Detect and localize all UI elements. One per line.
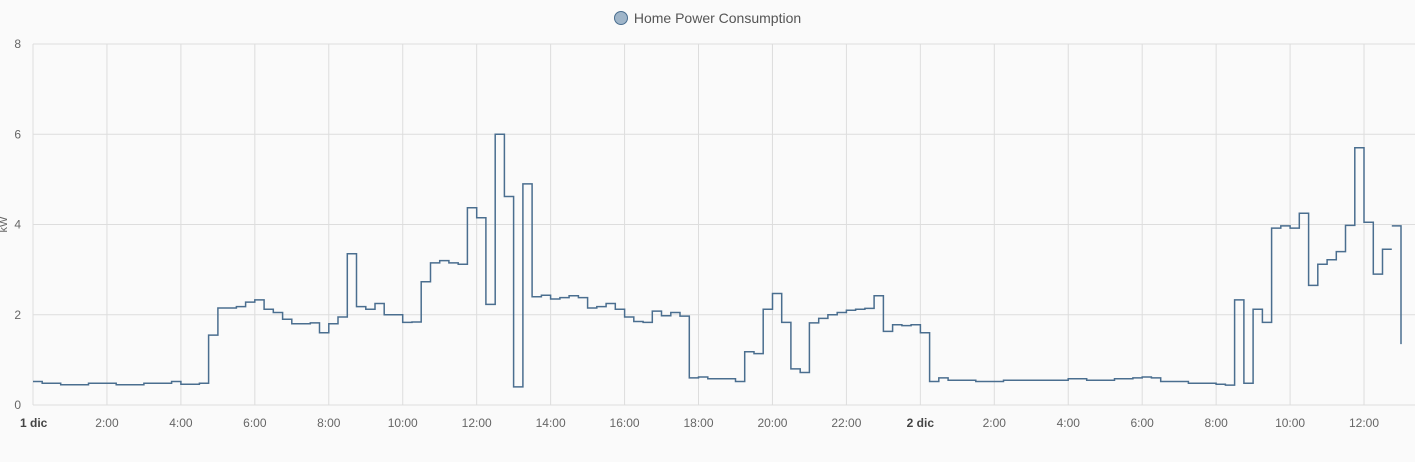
- x-tick-label: 8:00: [1204, 416, 1228, 430]
- x-tick-label: 20:00: [757, 416, 787, 430]
- series-lines: [33, 133, 1402, 388]
- x-tick-label: 2:00: [983, 416, 1007, 430]
- x-tick-label: 6:00: [243, 416, 267, 430]
- y-tick-label: 0: [14, 398, 21, 412]
- legend-label: Home Power Consumption: [633, 10, 802, 26]
- x-tick-label: 10:00: [388, 416, 418, 430]
- x-tick-label: 2 dic: [907, 416, 935, 430]
- y-axis-title: kW: [0, 216, 10, 233]
- x-tick-label: 14:00: [536, 416, 566, 430]
- x-tick-label: 8:00: [317, 416, 341, 430]
- x-tick-label: 10:00: [1275, 416, 1305, 430]
- series-line[interactable]: [1391, 225, 1402, 345]
- x-tick-label: 4:00: [1057, 416, 1081, 430]
- chart-legend[interactable]: Home Power Consumption: [0, 10, 1415, 26]
- grid-lines: [32, 43, 1415, 406]
- legend-swatch-icon: [613, 11, 628, 25]
- y-tick-label: 6: [14, 127, 21, 141]
- series-line[interactable]: [33, 133, 1392, 388]
- x-tick-label: 18:00: [683, 416, 713, 430]
- x-tick-label: 6:00: [1131, 416, 1155, 430]
- y-tick-label: 8: [14, 37, 21, 51]
- x-tick-label: 16:00: [610, 416, 640, 430]
- y-tick-label: 4: [14, 218, 21, 232]
- axis-tick-labels: 0 2 4 6 8 1 dic 2:00 4:00 6:00 8:00 10:00 12:00 14:0…: [14, 37, 1379, 430]
- x-tick-label: 12:00: [1349, 416, 1379, 430]
- x-tick-label: 4:00: [169, 416, 193, 430]
- x-tick-label: 1 dic: [20, 416, 48, 430]
- x-tick-label: 22:00: [831, 416, 861, 430]
- y-tick-label: 2: [14, 308, 21, 322]
- x-tick-label: 2:00: [95, 416, 119, 430]
- x-tick-label: 12:00: [462, 416, 492, 430]
